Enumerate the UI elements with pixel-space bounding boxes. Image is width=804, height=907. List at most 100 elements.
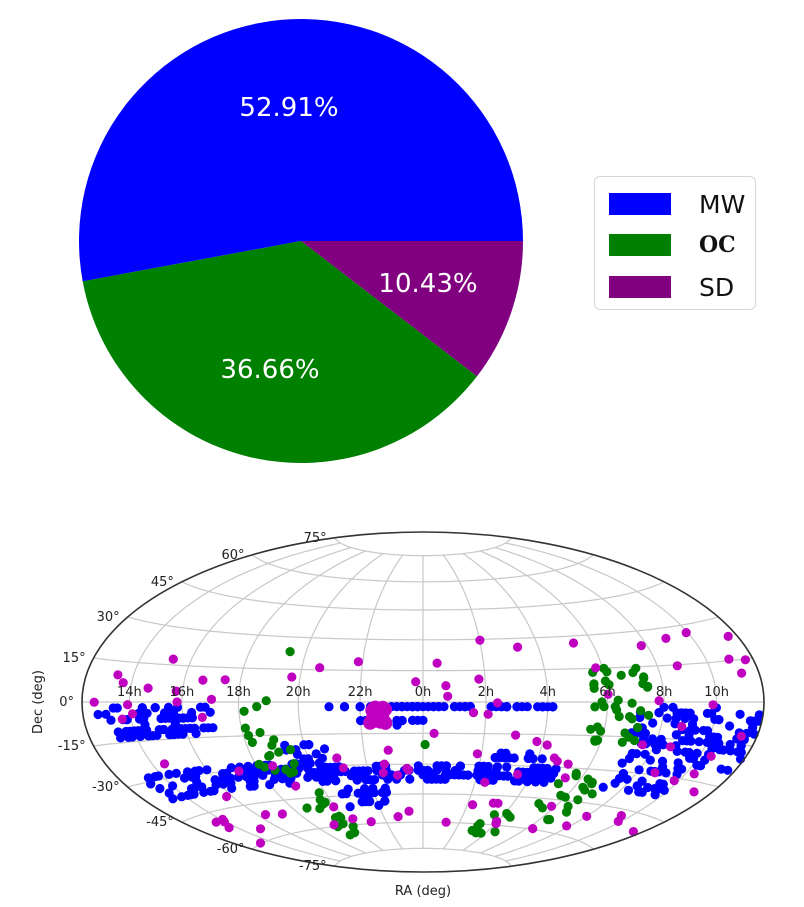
ra-tick-label: 10h [704, 685, 729, 700]
parallel-line [252, 554, 594, 583]
data-point-mw [492, 762, 503, 772]
data-point-sd [224, 823, 234, 833]
parallel-line [334, 537, 512, 557]
data-point-mw [455, 761, 465, 771]
data-point-sd [234, 766, 244, 776]
data-point-mw [632, 781, 642, 791]
data-point-oc [614, 711, 624, 722]
data-point-sd [724, 654, 734, 664]
dec-tick-label: 15° [63, 651, 86, 666]
data-point-mw [218, 779, 228, 789]
data-point-oc [604, 680, 614, 690]
data-point-mw [685, 753, 695, 763]
data-point-mw [512, 702, 522, 712]
data-point-mw [258, 770, 268, 780]
data-point-mw [324, 702, 334, 712]
data-point-mw [205, 707, 215, 717]
data-point-mw [733, 747, 743, 757]
data-point-sd [378, 768, 388, 778]
data-point-sd [143, 683, 153, 693]
data-point-mw [648, 718, 658, 728]
data-point-oc [315, 803, 325, 814]
data-point-oc [239, 706, 249, 716]
data-point-mw [707, 708, 717, 719]
data-point-sd [222, 791, 232, 802]
data-point-mw [203, 723, 213, 733]
data-point-mw [363, 766, 373, 776]
data-point-sd [542, 740, 552, 750]
data-point-mw [405, 774, 415, 784]
pie-slice-mw [79, 18, 524, 282]
data-point-sd [206, 694, 217, 704]
data-point-mw [153, 771, 164, 781]
ra-tick-label: 20h [286, 685, 311, 700]
data-point-mw [327, 767, 337, 777]
data-point-oc [616, 670, 626, 680]
data-point-oc [639, 673, 649, 683]
dec-tick-label: 30° [97, 610, 120, 625]
data-point-mw [463, 770, 473, 780]
sky-map-chart: 14h 16h 18h 20h 22h 0h 2h 4h 6h 8h 10h 75° 60° 45° 30°… [31, 531, 765, 899]
data-point-sd [468, 708, 479, 718]
ra-tick-label: 2h [478, 685, 495, 700]
data-point-mw [449, 702, 460, 712]
data-point-oc [628, 667, 638, 678]
data-point-sd [220, 675, 230, 685]
data-point-mw [171, 768, 181, 778]
data-point-sd [562, 821, 572, 831]
data-point-mw [686, 736, 696, 746]
data-point-oc [302, 803, 312, 813]
legend-item-oc: OC [609, 232, 736, 258]
data-point-mw [546, 773, 556, 783]
parallel-line [334, 847, 512, 867]
legend-label-oc: OC [699, 232, 736, 258]
legend-label-mw: MW [699, 189, 746, 219]
data-point-mw [211, 780, 221, 790]
data-point-mw [735, 709, 745, 719]
data-point-mw [177, 792, 187, 802]
data-point-sd [468, 800, 478, 810]
data-point-sd [329, 802, 339, 812]
legend-label-sd: SD [699, 272, 735, 302]
data-point-mw [640, 749, 650, 759]
data-point-mw [397, 702, 407, 712]
data-point-sd [472, 749, 482, 759]
data-point-mw [702, 737, 712, 747]
data-point-mw [707, 744, 717, 754]
data-point-sd [513, 769, 523, 779]
data-point-sd [393, 812, 403, 822]
data-point-mw [380, 796, 390, 806]
data-point-mw [392, 715, 402, 726]
data-point-oc [636, 706, 646, 716]
sky-map-outline [81, 531, 765, 873]
data-point-sd [127, 709, 138, 719]
data-point-oc [254, 759, 264, 769]
data-point-sd [379, 759, 389, 769]
data-point-mw [218, 769, 228, 779]
data-point-mw [538, 763, 548, 773]
data-point-sd [432, 658, 442, 668]
data-point-oc [643, 681, 653, 691]
data-point-sd [255, 838, 266, 848]
data-point-mw [672, 708, 682, 718]
data-point-mw [686, 725, 696, 735]
data-point-oc [534, 799, 544, 809]
data-point-mw [662, 713, 672, 723]
data-point-sd [681, 628, 691, 638]
data-point-sd [706, 751, 716, 761]
data-point-sd [168, 654, 178, 664]
data-point-mw [197, 782, 207, 792]
data-point-mw [538, 702, 548, 712]
ra-tick-label: 18h [226, 685, 251, 700]
data-point-mw [656, 734, 666, 744]
data-point-mw [319, 744, 330, 754]
data-point-oc [553, 779, 564, 789]
data-point-mw [714, 715, 724, 725]
legend-swatch-sd [609, 276, 671, 298]
data-point-mw [368, 783, 378, 793]
data-point-mw [354, 766, 364, 776]
data-point-oc [590, 735, 600, 745]
data-point-sd [443, 691, 453, 701]
data-point-mw [361, 775, 371, 785]
data-point-oc [627, 714, 637, 724]
